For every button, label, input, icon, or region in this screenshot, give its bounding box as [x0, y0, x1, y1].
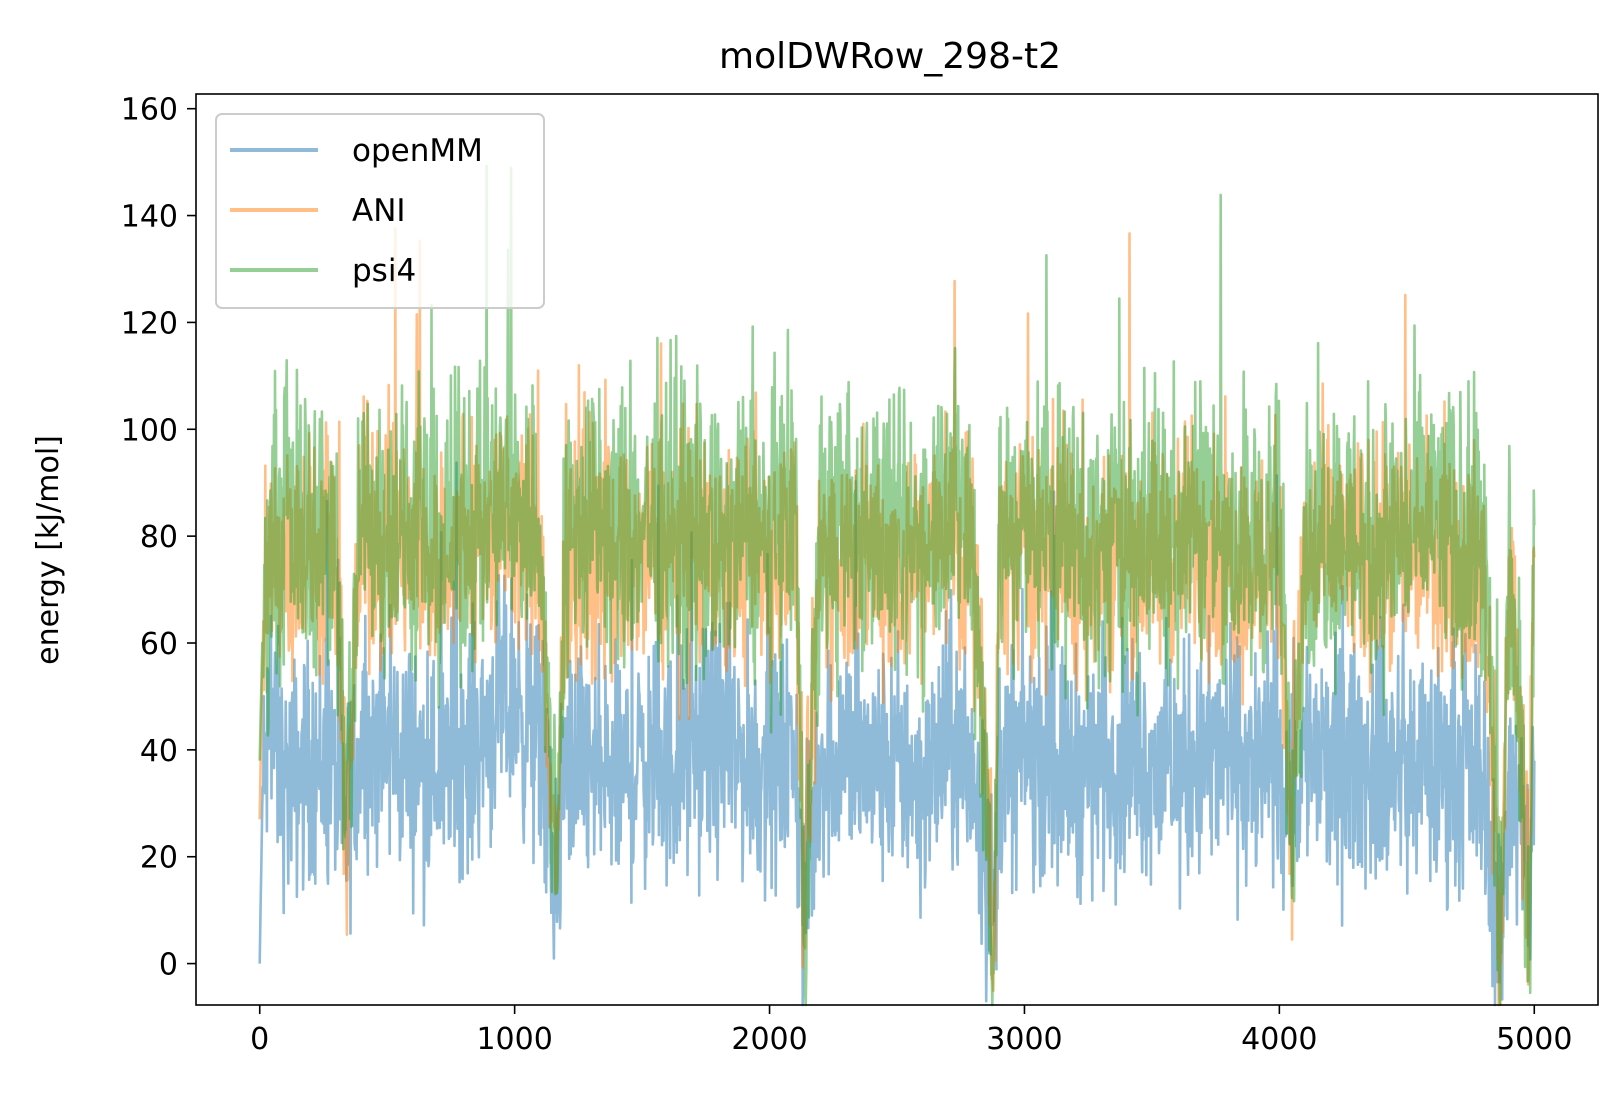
x-tick-label: 4000: [1241, 1022, 1317, 1057]
x-tick-label: 0: [250, 1022, 269, 1057]
y-tick-label: 80: [140, 520, 178, 555]
y-tick-label: 40: [140, 734, 178, 769]
y-tick-label: 120: [121, 306, 178, 341]
y-tick-label: 100: [121, 413, 178, 448]
y-axis: 0 20 40 60 80 100 120 140 160: [121, 93, 196, 983]
y-tick-label: 0: [159, 948, 178, 983]
legend: openMM ANI psi4: [215, 113, 545, 309]
y-tick-label: 160: [121, 93, 178, 128]
y-tick-label: 140: [121, 200, 178, 235]
legend-label-psi4: psi4: [352, 253, 416, 289]
chart-title: molDWRow_298-t2: [719, 36, 1061, 77]
y-axis-label: energy [kJ/mol]: [31, 435, 66, 665]
axes-frame: [195, 93, 1599, 1006]
x-tick-label: 3000: [986, 1022, 1062, 1057]
plot-area: [258, 164, 1536, 1007]
legend-label-ani: ANI: [352, 193, 406, 229]
x-tick-label: 5000: [1496, 1022, 1572, 1057]
legend-label-openmm: openMM: [352, 133, 483, 169]
series-line-openmm: [258, 461, 1536, 1007]
y-tick-label: 60: [140, 627, 178, 662]
x-tick-label: 1000: [476, 1022, 552, 1057]
y-tick-label: 20: [140, 841, 178, 876]
series-line-psi4: [258, 164, 1536, 1007]
x-tick-label: 2000: [731, 1022, 807, 1057]
legend-box: [215, 113, 545, 309]
x-axis: 0 1000 2000 3000 4000 5000: [250, 1005, 1572, 1057]
